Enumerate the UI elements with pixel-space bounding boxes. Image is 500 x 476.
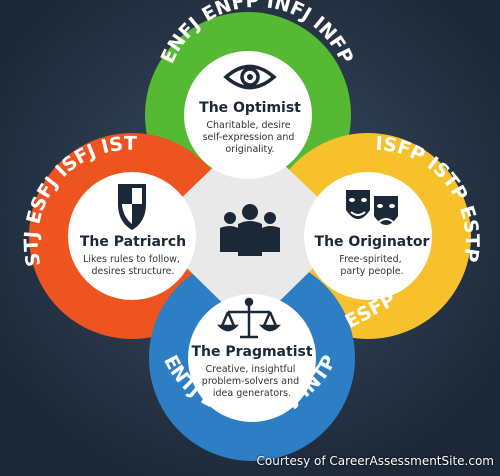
pragmatist-desc: Creative, insightful problem-solvers and…	[202, 364, 302, 399]
originator-desc: Free-spirited, party people.	[339, 254, 404, 277]
credit-text: Courtesy of CareerAssessmentSite.com	[256, 454, 494, 468]
originator-title: The Originator	[315, 234, 430, 250]
patriarch-disc	[68, 172, 196, 300]
shield-icon	[118, 184, 146, 230]
patriarch-title: The Patriarch	[80, 234, 186, 250]
optimist-disc	[184, 51, 312, 179]
eye-icon	[223, 64, 277, 90]
group-people-icon	[220, 204, 280, 256]
scales-icon	[216, 297, 282, 339]
originator-disc	[304, 172, 432, 300]
theater-masks-icon	[346, 190, 398, 225]
optimist-title: The Optimist	[199, 100, 301, 116]
patriarch-desc: Likes rules to follow, desires structure…	[83, 254, 183, 277]
optimist-desc: Charitable, desire self-expression and o…	[203, 120, 298, 155]
pragmatist-title: The Pragmatist	[191, 344, 312, 360]
